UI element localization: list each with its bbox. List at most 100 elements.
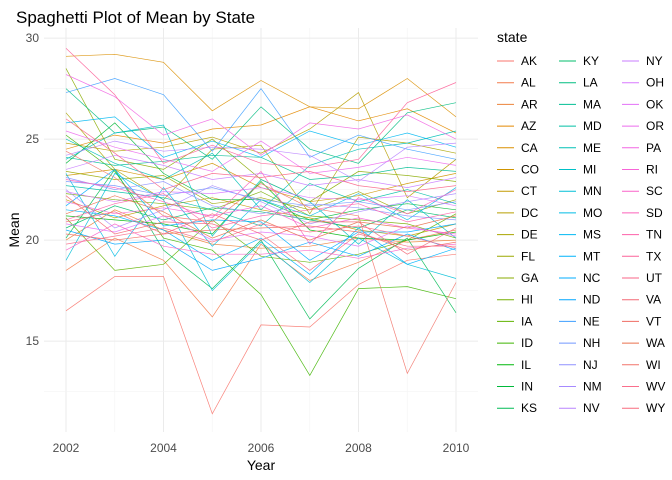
legend-item-wy: WY [622,401,665,415]
legend-label: CO [521,163,539,177]
legend-label: WI [646,358,661,372]
series-line-oh [65,187,457,207]
series-line-ia [65,213,457,271]
legend-item-nj: NJ [559,358,598,372]
legend-item-ma: MA [559,97,601,111]
series-line-me [65,130,457,211]
legend-label: ID [521,336,533,350]
legend-label: NY [646,54,663,68]
series-line-fl [65,171,457,215]
legend-label: TX [646,249,661,263]
legend-item-nd: ND [559,293,601,307]
series-line-va [65,195,457,255]
legend-item-fl: FL [497,249,535,263]
series-line-md [65,183,457,227]
y-axis-ticks: 15 20 25 30 [26,31,40,348]
series-line-pa [65,74,457,156]
legend-label: HI [521,293,533,307]
legend-label: AZ [521,119,536,133]
series-line-ut [65,118,457,192]
legend-label: MN [583,184,602,198]
series-line-nh [65,181,457,211]
legend-label: MT [583,249,601,263]
legend-item-ga: GA [497,271,538,285]
legend-item-md: MD [559,119,602,133]
legend-title: state [497,29,528,45]
legend-label: MS [583,228,601,242]
legend-label: GA [521,271,538,285]
y-tick-label: 30 [26,31,40,45]
legend-label: CT [521,184,538,198]
legend-label: AR [521,97,538,111]
legend-item-vt: VT [622,314,662,328]
legend-item-hi: HI [497,293,533,307]
y-tick-label: 25 [26,132,40,146]
legend-item-ny: NY [622,54,663,68]
series-line-de [65,112,457,215]
series-line-wv [65,223,457,249]
legend-label: LA [583,76,598,90]
legend-item-ky: KY [559,54,599,68]
chart-title: Spaghetti Plot of Mean by State [16,8,256,27]
legend-item-tx: TX [622,249,661,263]
legend-item-ia: IA [497,314,532,328]
series-line-nv [65,140,457,182]
legend-item-ak: AK [497,54,537,68]
legend-label: NH [583,336,600,350]
legend-label: MI [583,163,596,177]
series-line-ri [65,201,457,235]
legend-label: WA [646,336,665,350]
legend-label: CA [521,141,538,155]
series-line-mt [65,209,457,275]
legend-label: UT [646,271,663,285]
legend-label: MO [583,206,602,220]
x-tick-label: 2002 [53,441,80,455]
legend-label: KY [583,54,599,68]
legend-label: MD [583,119,602,133]
series-line-wa [65,195,457,241]
legend-label: SC [646,184,663,198]
x-tick-label: 2008 [345,441,372,455]
series-line-tn [65,193,457,229]
legend-item-ct: CT [497,184,538,198]
legend-label: IN [521,380,533,394]
series-line-wi [65,150,457,375]
legend-item-ms: MS [559,228,601,242]
series-line-ak [65,253,457,415]
legend-label: AL [521,76,536,90]
legend-label: NM [583,380,602,394]
legend-label: ND [583,293,601,307]
legend-label: TN [646,228,662,242]
legend-item-de: DE [497,228,538,242]
y-tick-label: 20 [26,233,40,247]
legend-item-va: VA [622,293,661,307]
legend-label: AK [521,54,537,68]
legend-label: NJ [583,358,598,372]
legend-label: PA [646,141,661,155]
legend-item-ut: UT [622,271,663,285]
legend-item-or: OR [622,119,664,133]
legend-label: VA [646,293,661,307]
legend: AK AL AR AZ CA CO CT DC DE FL GA HI IA ID IL IN KS KY LA MA… [497,54,665,415]
legend-item-mt: MT [559,249,601,263]
x-tick-label: 2010 [443,441,470,455]
legend-label: OK [646,97,663,111]
series-line-ms [65,116,457,158]
legend-label: NC [583,271,601,285]
legend-item-ca: CA [497,141,538,155]
legend-label: KS [521,401,537,415]
series-line-ca [65,53,457,118]
legend-item-id: ID [497,336,533,350]
series-line-vt [65,225,457,251]
legend-item-ar: AR [497,97,538,111]
series-line-nd [65,229,457,271]
legend-item-al: AL [497,76,536,90]
legend-item-az: AZ [497,119,536,133]
legend-item-mn: MN [559,184,602,198]
legend-label: OH [646,76,664,90]
legend-label: IA [521,314,532,328]
legend-item-ks: KS [497,401,537,415]
legend-label: DE [521,228,538,242]
y-tick-label: 15 [26,334,40,348]
series-lines [65,47,457,415]
